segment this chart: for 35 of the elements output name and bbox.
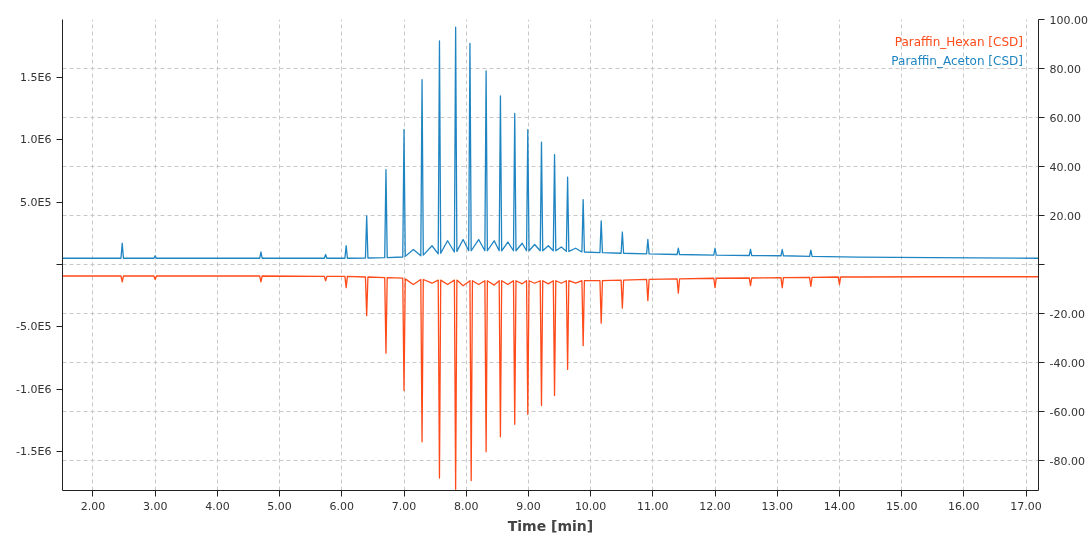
y2-tick-label: -20.00 bbox=[1049, 307, 1085, 321]
x-tick-label: 7.00 bbox=[391, 499, 417, 513]
y2-tick-label: -60.00 bbox=[1049, 405, 1085, 419]
x-tick-label: 4.00 bbox=[205, 499, 230, 513]
y2-tick-label: 60.00 bbox=[1049, 111, 1081, 125]
y-tick-label: 1.0E6 bbox=[20, 133, 52, 147]
y2-tick-label: 20.00 bbox=[1049, 209, 1081, 223]
text: Paraffin_Aceton [CSD] bbox=[891, 53, 1023, 68]
x-tick-label: 3.00 bbox=[142, 499, 168, 513]
x-tick-label: 12.00 bbox=[699, 499, 731, 513]
x-tick-label: 5.00 bbox=[267, 499, 292, 513]
y2-tick-label: -80.00 bbox=[1049, 454, 1085, 468]
x-tick-label: 11.00 bbox=[637, 499, 669, 513]
x-tick-label: 13.00 bbox=[761, 499, 793, 513]
x-tick-label: 6.00 bbox=[329, 499, 355, 513]
y-tick-label: 1.5E6 bbox=[20, 70, 52, 84]
y2-tick-label: -40.00 bbox=[1049, 356, 1085, 370]
y-tick-label: -1.0E6 bbox=[16, 382, 52, 396]
x-tick-label: 15.00 bbox=[885, 499, 918, 513]
y-tick-label: -1.5E6 bbox=[16, 445, 52, 459]
y-tick-label: 5.0E5 bbox=[20, 195, 52, 209]
line-series bbox=[62, 26, 1039, 259]
y2-tick-label: 80.00 bbox=[1049, 62, 1081, 76]
y2-tick-label: 100.00 bbox=[1049, 13, 1088, 27]
x-axis-title: Time [min] bbox=[507, 517, 594, 534]
x-tick-label: 16.00 bbox=[948, 499, 980, 513]
x-tick-label: 2.00 bbox=[80, 499, 106, 513]
y-tick-label: -5.0E5 bbox=[16, 320, 52, 334]
text: Paraffin_Hexan [CSD] bbox=[894, 34, 1023, 49]
x-tick-label: 17.00 bbox=[1010, 499, 1042, 513]
x-tick-label: 10.00 bbox=[574, 499, 607, 513]
x-tick-label: 14.00 bbox=[823, 499, 856, 513]
y2-tick-label: 40.00 bbox=[1049, 160, 1081, 174]
x-tick-label: 9.00 bbox=[516, 499, 541, 513]
x-tick-label: 8.00 bbox=[453, 499, 479, 513]
